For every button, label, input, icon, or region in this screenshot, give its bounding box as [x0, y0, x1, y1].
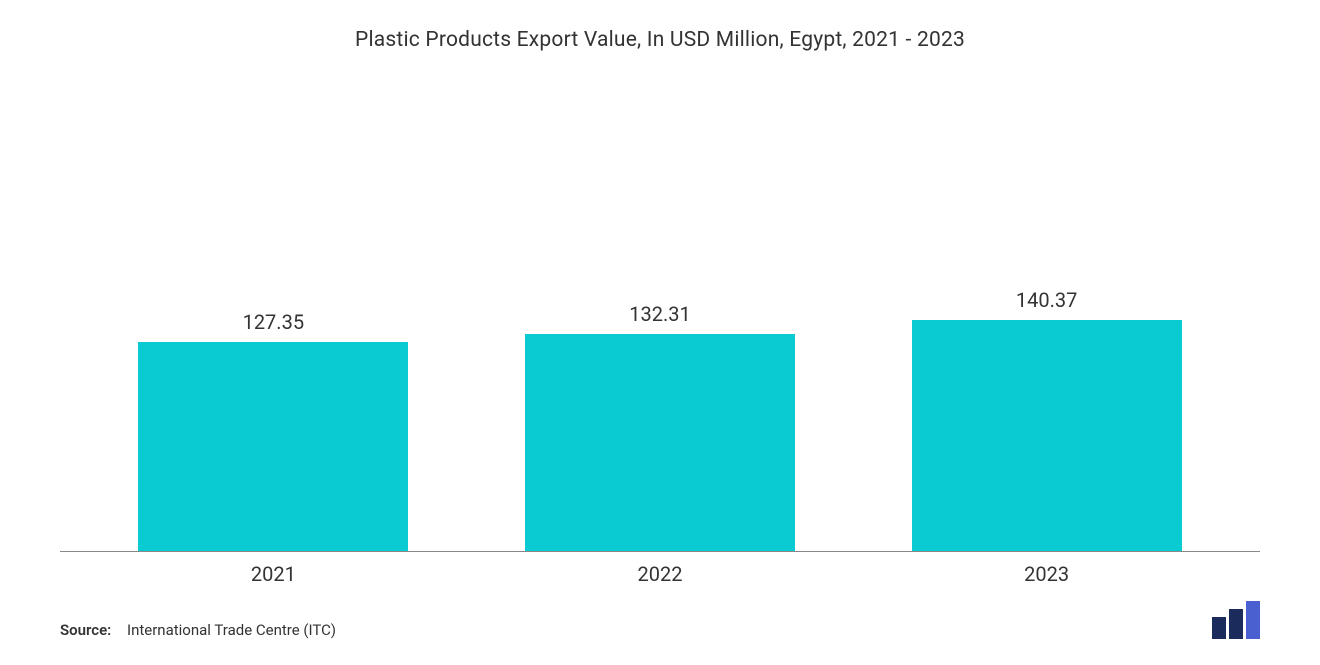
logo-bar-2	[1246, 601, 1260, 639]
bar-0	[138, 342, 408, 551]
logo-bar-1	[1229, 609, 1243, 639]
bar-value-0: 127.35	[243, 310, 304, 334]
chart-title: Plastic Products Export Value, In USD Mi…	[60, 28, 1260, 52]
bar-value-2: 140.37	[1016, 288, 1077, 312]
bar-group-0: 127.35	[133, 310, 413, 551]
bar-group-2: 140.37	[907, 288, 1187, 551]
bar-2	[912, 320, 1182, 551]
bar-value-1: 132.31	[629, 302, 690, 326]
plot-area: 127.35 132.31 140.37	[60, 92, 1260, 552]
x-label-1: 2022	[520, 562, 800, 586]
bar-1	[525, 334, 795, 551]
x-label-2: 2023	[907, 562, 1187, 586]
source-label: Source:	[60, 621, 111, 639]
source-text: International Trade Centre (ITC)	[127, 621, 336, 639]
chart-container: Plastic Products Export Value, In USD Mi…	[0, 0, 1320, 665]
x-label-0: 2021	[133, 562, 413, 586]
x-axis-labels: 2021 2022 2023	[60, 552, 1260, 586]
bar-group-1: 132.31	[520, 302, 800, 551]
chart-footer: Source: International Trade Centre (ITC)	[60, 601, 1260, 639]
logo-bar-0	[1212, 617, 1226, 639]
source-citation: Source: International Trade Centre (ITC)	[60, 621, 336, 639]
brand-logo-icon	[1212, 601, 1260, 639]
